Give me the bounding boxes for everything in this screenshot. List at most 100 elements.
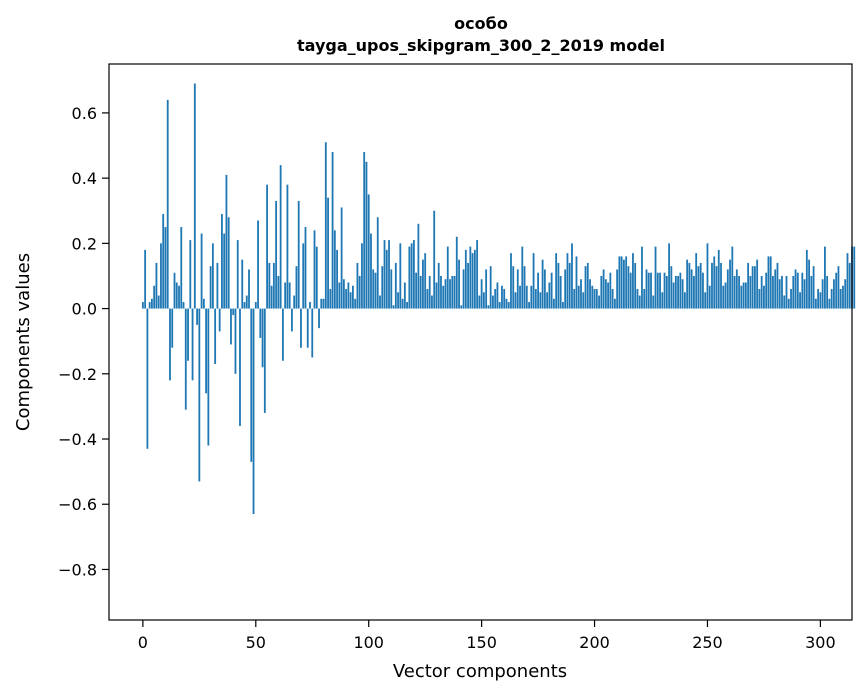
- bar-138: [453, 275, 456, 309]
- bar-309: [839, 289, 842, 309]
- bar-78: [318, 308, 320, 329]
- bar-311: [844, 279, 847, 309]
- bar-123: [419, 275, 422, 309]
- bar-45: [243, 302, 246, 309]
- bar-310: [842, 285, 844, 309]
- bar-144: [467, 262, 469, 309]
- x-tick-label: 200: [579, 633, 610, 652]
- bar-184: [557, 262, 560, 309]
- bar-219: [636, 289, 639, 309]
- y-tick-label: −0.6: [58, 495, 97, 514]
- bar-230: [661, 292, 664, 309]
- y-tick-label: −0.4: [58, 430, 97, 449]
- bar-172: [530, 285, 533, 309]
- bar-276: [765, 272, 768, 309]
- bar-37: [225, 174, 228, 309]
- bar-288: [792, 275, 795, 309]
- bar-267: [744, 282, 747, 309]
- bar-134: [444, 279, 447, 309]
- bar-158: [498, 302, 501, 309]
- bar-272: [756, 259, 759, 309]
- bar-91: [347, 282, 350, 309]
- bar-303: [826, 275, 829, 309]
- plot-frame: [108, 63, 853, 621]
- bar-121: [415, 272, 418, 309]
- bar-178: [543, 269, 546, 309]
- bar-218: [634, 262, 637, 309]
- bar-51: [257, 220, 259, 309]
- bar-252: [711, 262, 713, 309]
- bar-99: [365, 161, 368, 309]
- bar-226: [652, 295, 655, 309]
- bar-313: [848, 262, 851, 309]
- bar-55: [266, 184, 268, 309]
- bar-199: [591, 285, 594, 309]
- bar-18: [182, 302, 185, 309]
- bar-97: [361, 243, 363, 309]
- bar-84: [331, 152, 334, 309]
- bar-253: [713, 256, 716, 309]
- bar-130: [435, 282, 438, 309]
- bar-155: [492, 295, 494, 309]
- bar-151: [482, 292, 485, 309]
- bar-183: [555, 253, 558, 309]
- x-tick-label: 100: [353, 633, 384, 652]
- bar-209: [613, 298, 616, 309]
- bar-100: [367, 194, 370, 309]
- bar-156: [494, 289, 497, 309]
- bar-93: [352, 285, 354, 309]
- bar-262: [733, 275, 736, 309]
- bar-24: [196, 308, 198, 325]
- bar-50: [254, 302, 257, 309]
- y-tick-label: −0.8: [58, 560, 97, 579]
- bar-264: [738, 275, 740, 309]
- bar-101: [370, 233, 372, 309]
- bar-13: [171, 308, 174, 348]
- bar-146: [471, 253, 474, 309]
- bar-63: [284, 282, 287, 309]
- bar-32: [214, 308, 217, 365]
- bar-181: [550, 272, 553, 309]
- bar-149: [478, 295, 481, 309]
- bar-145: [469, 246, 472, 309]
- bar-222: [643, 289, 646, 309]
- bar-211: [618, 256, 621, 309]
- bar-306: [833, 279, 835, 309]
- bar-160: [503, 289, 506, 309]
- bar-304: [828, 298, 831, 309]
- bar-294: [805, 249, 808, 309]
- bar-82: [327, 197, 329, 309]
- bar-297: [812, 266, 815, 309]
- bar-256: [720, 262, 722, 309]
- bar-77: [315, 246, 318, 309]
- bar-152: [485, 269, 488, 309]
- bar-273: [758, 289, 761, 309]
- bar-112: [394, 262, 397, 309]
- bar-71: [302, 243, 305, 309]
- bar-221: [641, 246, 643, 309]
- bar-3: [148, 302, 151, 309]
- x-tick-label: 0: [138, 633, 148, 652]
- chart-title: особо: [454, 14, 508, 33]
- bar-197: [586, 262, 589, 309]
- bar-59: [275, 200, 278, 309]
- bar-290: [796, 272, 799, 309]
- bar-255: [717, 249, 720, 309]
- bar-194: [580, 279, 582, 309]
- bar-195: [582, 292, 585, 309]
- bar-274: [760, 275, 763, 309]
- bar-0: [141, 302, 144, 309]
- bar-53: [261, 308, 264, 368]
- bar-239: [681, 279, 684, 309]
- bar-12: [169, 308, 171, 381]
- bar-150: [480, 279, 483, 309]
- bar-308: [837, 266, 840, 309]
- bar-88: [340, 207, 343, 309]
- bar-196: [584, 266, 587, 309]
- bar-30: [209, 266, 212, 309]
- bar-98: [363, 152, 366, 309]
- bar-238: [679, 272, 682, 309]
- bar-7: [157, 295, 160, 309]
- bar-182: [552, 298, 555, 309]
- bar-315: [853, 246, 856, 309]
